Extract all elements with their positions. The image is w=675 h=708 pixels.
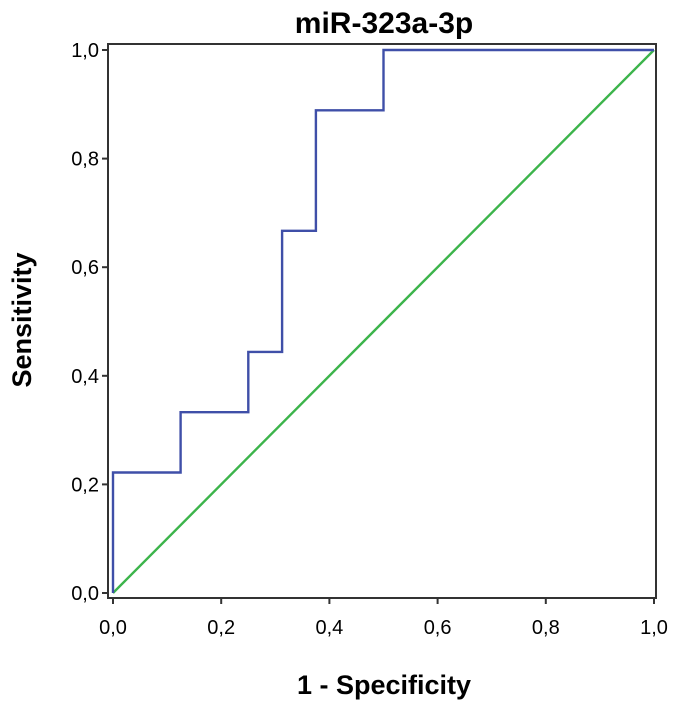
y-tick-label: 0,8 — [71, 149, 99, 171]
y-axis-title: Sensitivity — [7, 252, 37, 387]
x-tick-label: 0,8 — [532, 617, 560, 639]
roc-curve-line — [111, 48, 654, 593]
x-axis-title: 1 - Specificity — [297, 670, 471, 700]
x-tick-label: 0,2 — [207, 617, 235, 639]
y-tick-label: 0,0 — [71, 583, 99, 605]
x-tick-label: 0,0 — [99, 617, 127, 639]
x-tick-label: 0,4 — [315, 617, 343, 639]
chart-title: miR-323a-3p — [295, 7, 473, 40]
y-tick-label: 0,2 — [71, 474, 99, 496]
reference-line — [112, 49, 655, 594]
y-tick-label: 0,4 — [71, 366, 99, 388]
plot-frame — [107, 43, 657, 599]
y-tick-label: 0,6 — [71, 257, 99, 279]
x-tick-label: 0,6 — [424, 617, 452, 639]
plot-area: 0,0 0,2 0,4 0,6 0,8 1,0 0,0 0,2 0,4 0,6 0,8 1,0 — [71, 40, 668, 639]
y-tick-label: 1,0 — [71, 40, 99, 62]
x-tick-label: 1,0 — [640, 617, 668, 639]
